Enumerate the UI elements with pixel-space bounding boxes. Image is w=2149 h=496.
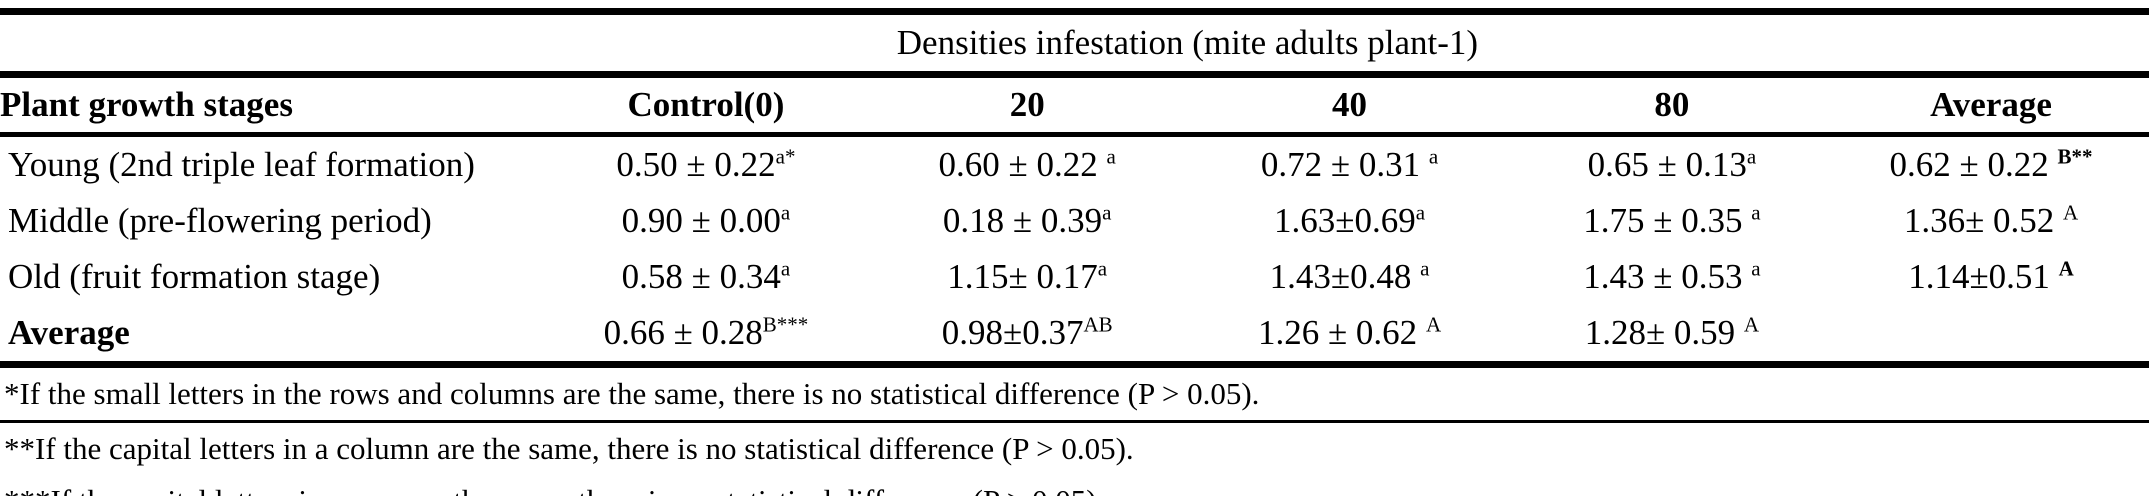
- column-header-80: 80: [1510, 74, 1834, 137]
- significance-superscript: a: [780, 256, 791, 281]
- table-cell: 1.28± 0.59 A: [1510, 305, 1834, 368]
- significance-superscript: B**: [2057, 144, 2093, 169]
- table-cell: 1.43±0.48 a: [1188, 249, 1510, 305]
- column-header-row: Plant growth stages Control(0) 20 40 80 …: [0, 74, 2149, 137]
- cell-value: 1.28± 0.59: [1584, 313, 1744, 352]
- column-header-20: 20: [866, 74, 1189, 137]
- cell-value: 1.14±0.51: [1908, 257, 2059, 296]
- results-table: Densities infestation (mite adults plant…: [0, 8, 2149, 368]
- table-cell: 1.63±0.69a: [1188, 193, 1510, 249]
- cell-value: 0.18 ± 0.39: [942, 201, 1103, 240]
- column-header-control: Control(0): [545, 74, 867, 137]
- cell-value: 1.26 ± 0.62: [1257, 313, 1426, 352]
- stage-label: Young (2nd triple leaf formation): [8, 145, 475, 184]
- cell-value: 1.63±0.69: [1274, 201, 1416, 240]
- stage-label: Middle (pre-flowering period): [8, 201, 432, 240]
- table-cell: 1.15± 0.17a: [866, 249, 1188, 305]
- significance-superscript: A: [2058, 256, 2074, 281]
- table-row-young: Young (2nd triple leaf formation) 0.50 ±…: [0, 135, 2149, 194]
- table-cell: [1833, 305, 2149, 368]
- significance-superscript: A: [1425, 312, 1442, 337]
- significance-superscript: B***: [762, 312, 809, 337]
- cell-value: 0.72 ± 0.31: [1260, 145, 1429, 184]
- cell-value: 0.90 ± 0.00: [621, 201, 781, 240]
- cell-value: 1.43±0.48: [1269, 257, 1421, 296]
- significance-superscript: a: [1106, 144, 1116, 169]
- cell-value: 1.43 ± 0.53: [1583, 257, 1752, 296]
- table-row-average: Average 0.66 ± 0.28B*** 0.98±0.37AB 1.26…: [0, 305, 2149, 368]
- spanner-row: Densities infestation (mite adults plant…: [0, 11, 2149, 78]
- table-cell: 0.98±0.37AB: [866, 305, 1189, 368]
- table-row-old: Old (fruit formation stage) 0.58 ± 0.34a…: [0, 249, 2149, 305]
- table-cell: 0.90 ± 0.00a: [546, 193, 866, 249]
- cell-value: 0.58 ± 0.34: [621, 257, 781, 296]
- table-footnotes: *If the small letters in the rows and co…: [0, 368, 2149, 496]
- significance-superscript: A: [1743, 312, 1760, 337]
- cell-value: 0.62 ± 0.22: [1889, 145, 2058, 184]
- table-row-middle: Middle (pre-flowering period) 0.90 ± 0.0…: [0, 193, 2149, 249]
- table-cell: 1.75 ± 0.35 a: [1511, 193, 1833, 249]
- stage-label: Old (fruit formation stage): [8, 257, 381, 296]
- significance-superscript: AB: [1083, 312, 1113, 337]
- table-cell: 0.58 ± 0.34a: [546, 249, 866, 305]
- table-cell: 0.72 ± 0.31 a: [1188, 135, 1510, 194]
- significance-superscript: a: [1751, 256, 1761, 281]
- table-cell: 0.62 ± 0.22 B**: [1833, 135, 2149, 194]
- column-header-average: Average: [1833, 74, 2149, 137]
- significance-superscript: a: [1746, 144, 1757, 169]
- cell-value: 0.66 ± 0.28: [603, 313, 763, 352]
- table-cell: 0.60 ± 0.22 a: [866, 135, 1188, 194]
- stage-label: Average: [0, 305, 546, 368]
- cell-value: 1.15± 0.17: [947, 257, 1098, 296]
- cell-value: 0.65 ± 0.13: [1587, 145, 1747, 184]
- cell-value: 0.60 ± 0.22: [938, 145, 1107, 184]
- significance-superscript: A: [2063, 200, 2079, 225]
- table-cell: 1.43 ± 0.53 a: [1511, 249, 1833, 305]
- table-cell: 1.26 ± 0.62 A: [1188, 305, 1511, 368]
- spanner-spacer: [0, 11, 546, 78]
- footnote-capital-letters-column: **If the capital letters in a column are…: [4, 431, 1134, 467]
- cell-value: 0.98±0.37: [941, 313, 1084, 352]
- table-spanner-heading: Densities infestation (mite adults plant…: [545, 11, 2149, 78]
- significance-superscript: a: [1751, 200, 1761, 225]
- cell-value: 1.75 ± 0.35: [1583, 201, 1752, 240]
- table-cell: 0.50 ± 0.22a*: [546, 135, 866, 194]
- significance-superscript: a*: [775, 144, 796, 169]
- table-cell: 1.14±0.51 A: [1833, 249, 2149, 305]
- table-cell: 1.36± 0.52 A: [1833, 193, 2149, 249]
- significance-superscript: a: [1102, 200, 1112, 225]
- footnote-small-letters: *If the small letters in the rows and co…: [0, 368, 2149, 424]
- significance-superscript: a: [1097, 256, 1108, 281]
- cell-value: 0.50 ± 0.22: [616, 145, 776, 184]
- significance-superscript: a: [780, 200, 791, 225]
- column-header-40: 40: [1188, 74, 1511, 137]
- cell-value: 1.36± 0.52: [1903, 201, 2064, 240]
- footnote-capital-letters-row: ***If the capital letters in a row are t…: [0, 475, 2149, 496]
- significance-superscript: a: [1415, 200, 1426, 225]
- table-cell: 0.66 ± 0.28B***: [545, 305, 867, 368]
- column-header-stage: Plant growth stages: [0, 74, 546, 137]
- significance-superscript: a: [1420, 256, 1430, 281]
- significance-superscript: a: [1428, 144, 1439, 169]
- table-cell: 0.65 ± 0.13a: [1511, 135, 1833, 194]
- table-cell: 0.18 ± 0.39a: [866, 193, 1188, 249]
